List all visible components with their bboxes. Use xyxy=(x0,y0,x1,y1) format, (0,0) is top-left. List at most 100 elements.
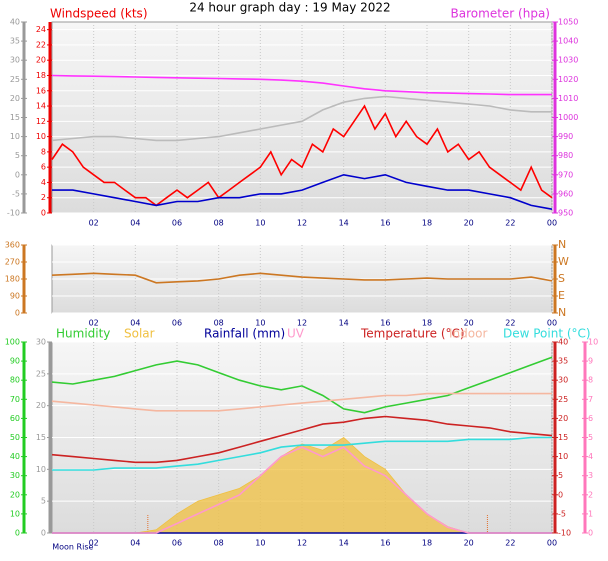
line xyxy=(51,392,552,412)
tick-label: 35 xyxy=(558,357,568,366)
tick-label: -5 xyxy=(12,189,20,198)
tick-label: 40 xyxy=(558,338,568,347)
tick-label: 950 xyxy=(558,209,573,218)
line xyxy=(51,272,553,284)
x-tick-label: 04 xyxy=(130,539,140,548)
tick-label: 20 xyxy=(36,56,46,65)
tick-label: 2 xyxy=(588,490,593,499)
line xyxy=(51,356,553,414)
tick-label: 25 xyxy=(558,395,568,404)
x-tick-label: 00 xyxy=(547,319,557,328)
line xyxy=(52,173,553,210)
tick-label: 180 xyxy=(5,275,20,284)
tick-label: -10 xyxy=(558,529,571,538)
tick-label: 10 xyxy=(36,465,46,474)
legend-entry: Indoor xyxy=(449,327,487,341)
x-tick-label: 04 xyxy=(130,319,140,328)
line xyxy=(51,104,553,207)
x-tick-label: 16 xyxy=(380,319,390,328)
tick-label: 12 xyxy=(36,117,46,126)
x-tick-label: 22 xyxy=(505,319,515,328)
tick-label: N xyxy=(558,306,566,319)
tick-label: 960 xyxy=(558,189,573,198)
x-tick-label: 20 xyxy=(464,319,474,328)
x-tick-label: 10 xyxy=(255,539,265,548)
tick-label: 30 xyxy=(558,376,568,385)
tick-label: 9 xyxy=(588,357,593,366)
tick-label: 5 xyxy=(558,471,563,480)
tick-label: 30 xyxy=(36,338,46,347)
x-tick-label: 14 xyxy=(339,539,349,548)
tick-label: 1010 xyxy=(558,94,578,103)
chart-title: 24 hour graph day : 19 May 2022 xyxy=(189,1,390,15)
tick-label: 10 xyxy=(36,132,46,141)
x-tick-label: 20 xyxy=(464,539,474,548)
tick-label: 40 xyxy=(10,452,20,461)
tick-label: 5 xyxy=(588,433,593,442)
tick-label: 1020 xyxy=(558,75,578,84)
x-tick-label: 02 xyxy=(89,539,99,548)
x-tick-label: 08 xyxy=(214,539,224,548)
line xyxy=(51,74,552,96)
tick-label: 20 xyxy=(36,401,46,410)
tick-label: 270 xyxy=(5,258,20,267)
x-tick-label: 18 xyxy=(422,319,432,328)
line xyxy=(52,446,552,534)
tick-label: 16 xyxy=(36,86,46,95)
tick-label: 0 xyxy=(41,529,46,538)
x-tick-label: 00 xyxy=(547,219,557,228)
tick-label: 18 xyxy=(36,71,46,80)
tick-label: 22 xyxy=(36,40,46,49)
x-tick-label: 02 xyxy=(89,319,99,328)
tick-label: 20 xyxy=(10,490,20,499)
tick-label: 1040 xyxy=(558,37,578,46)
x-tick-label: 08 xyxy=(214,219,224,228)
x-tick-label: 14 xyxy=(339,319,349,328)
tick-label: 40 xyxy=(10,18,20,27)
tick-label: 30 xyxy=(10,56,20,65)
tick-label: 6 xyxy=(588,414,593,423)
tick-label: 15 xyxy=(558,433,568,442)
tick-label: 35 xyxy=(10,37,20,46)
legend-entry: Temperature (°C) xyxy=(360,327,465,341)
tick-label: 10 xyxy=(10,132,20,141)
tick-label: 10 xyxy=(10,509,20,518)
tick-label: 90 xyxy=(10,357,20,366)
tick-label: 0 xyxy=(588,529,593,538)
tick-label: 1030 xyxy=(558,56,578,65)
tick-label: 14 xyxy=(36,102,46,111)
x-tick-label: 06 xyxy=(172,219,182,228)
x-tick-label: 20 xyxy=(464,219,474,228)
x-tick-label: 22 xyxy=(505,539,515,548)
tick-label: 24 xyxy=(36,25,46,34)
annotation: Moon Rise xyxy=(52,543,93,552)
tick-label: N xyxy=(558,238,566,251)
x-tick-label: 04 xyxy=(130,219,140,228)
tick-label: 30 xyxy=(10,471,20,480)
legend-entry: Solar xyxy=(124,327,155,341)
x-tick-label: 08 xyxy=(214,319,224,328)
x-tick-label: 14 xyxy=(339,219,349,228)
tick-label: 1050 xyxy=(558,18,578,27)
tick-label: 20 xyxy=(558,414,568,423)
tick-label: 360 xyxy=(5,241,20,250)
tick-label: 15 xyxy=(10,113,20,122)
x-tick-label: 02 xyxy=(89,219,99,228)
tick-label: 0 xyxy=(41,209,46,218)
legend-entry: UV xyxy=(287,327,305,341)
tick-label: 970 xyxy=(558,170,573,179)
tick-label: 5 xyxy=(15,151,20,160)
tick-label: 20 xyxy=(10,94,20,103)
tick-label: 100 xyxy=(5,338,20,347)
axis-label: Barometer (hpa) xyxy=(451,7,550,21)
x-tick-label: 00 xyxy=(547,539,557,548)
tick-label: 80 xyxy=(10,376,20,385)
x-tick-label: 12 xyxy=(297,319,307,328)
tick-label: 7 xyxy=(588,395,593,404)
tick-label: 0 xyxy=(15,309,20,318)
x-tick-label: 16 xyxy=(380,219,390,228)
tick-label: 60 xyxy=(10,414,20,423)
tick-label: S xyxy=(558,272,565,285)
legend-entry: Rainfall (mm) xyxy=(204,327,285,341)
